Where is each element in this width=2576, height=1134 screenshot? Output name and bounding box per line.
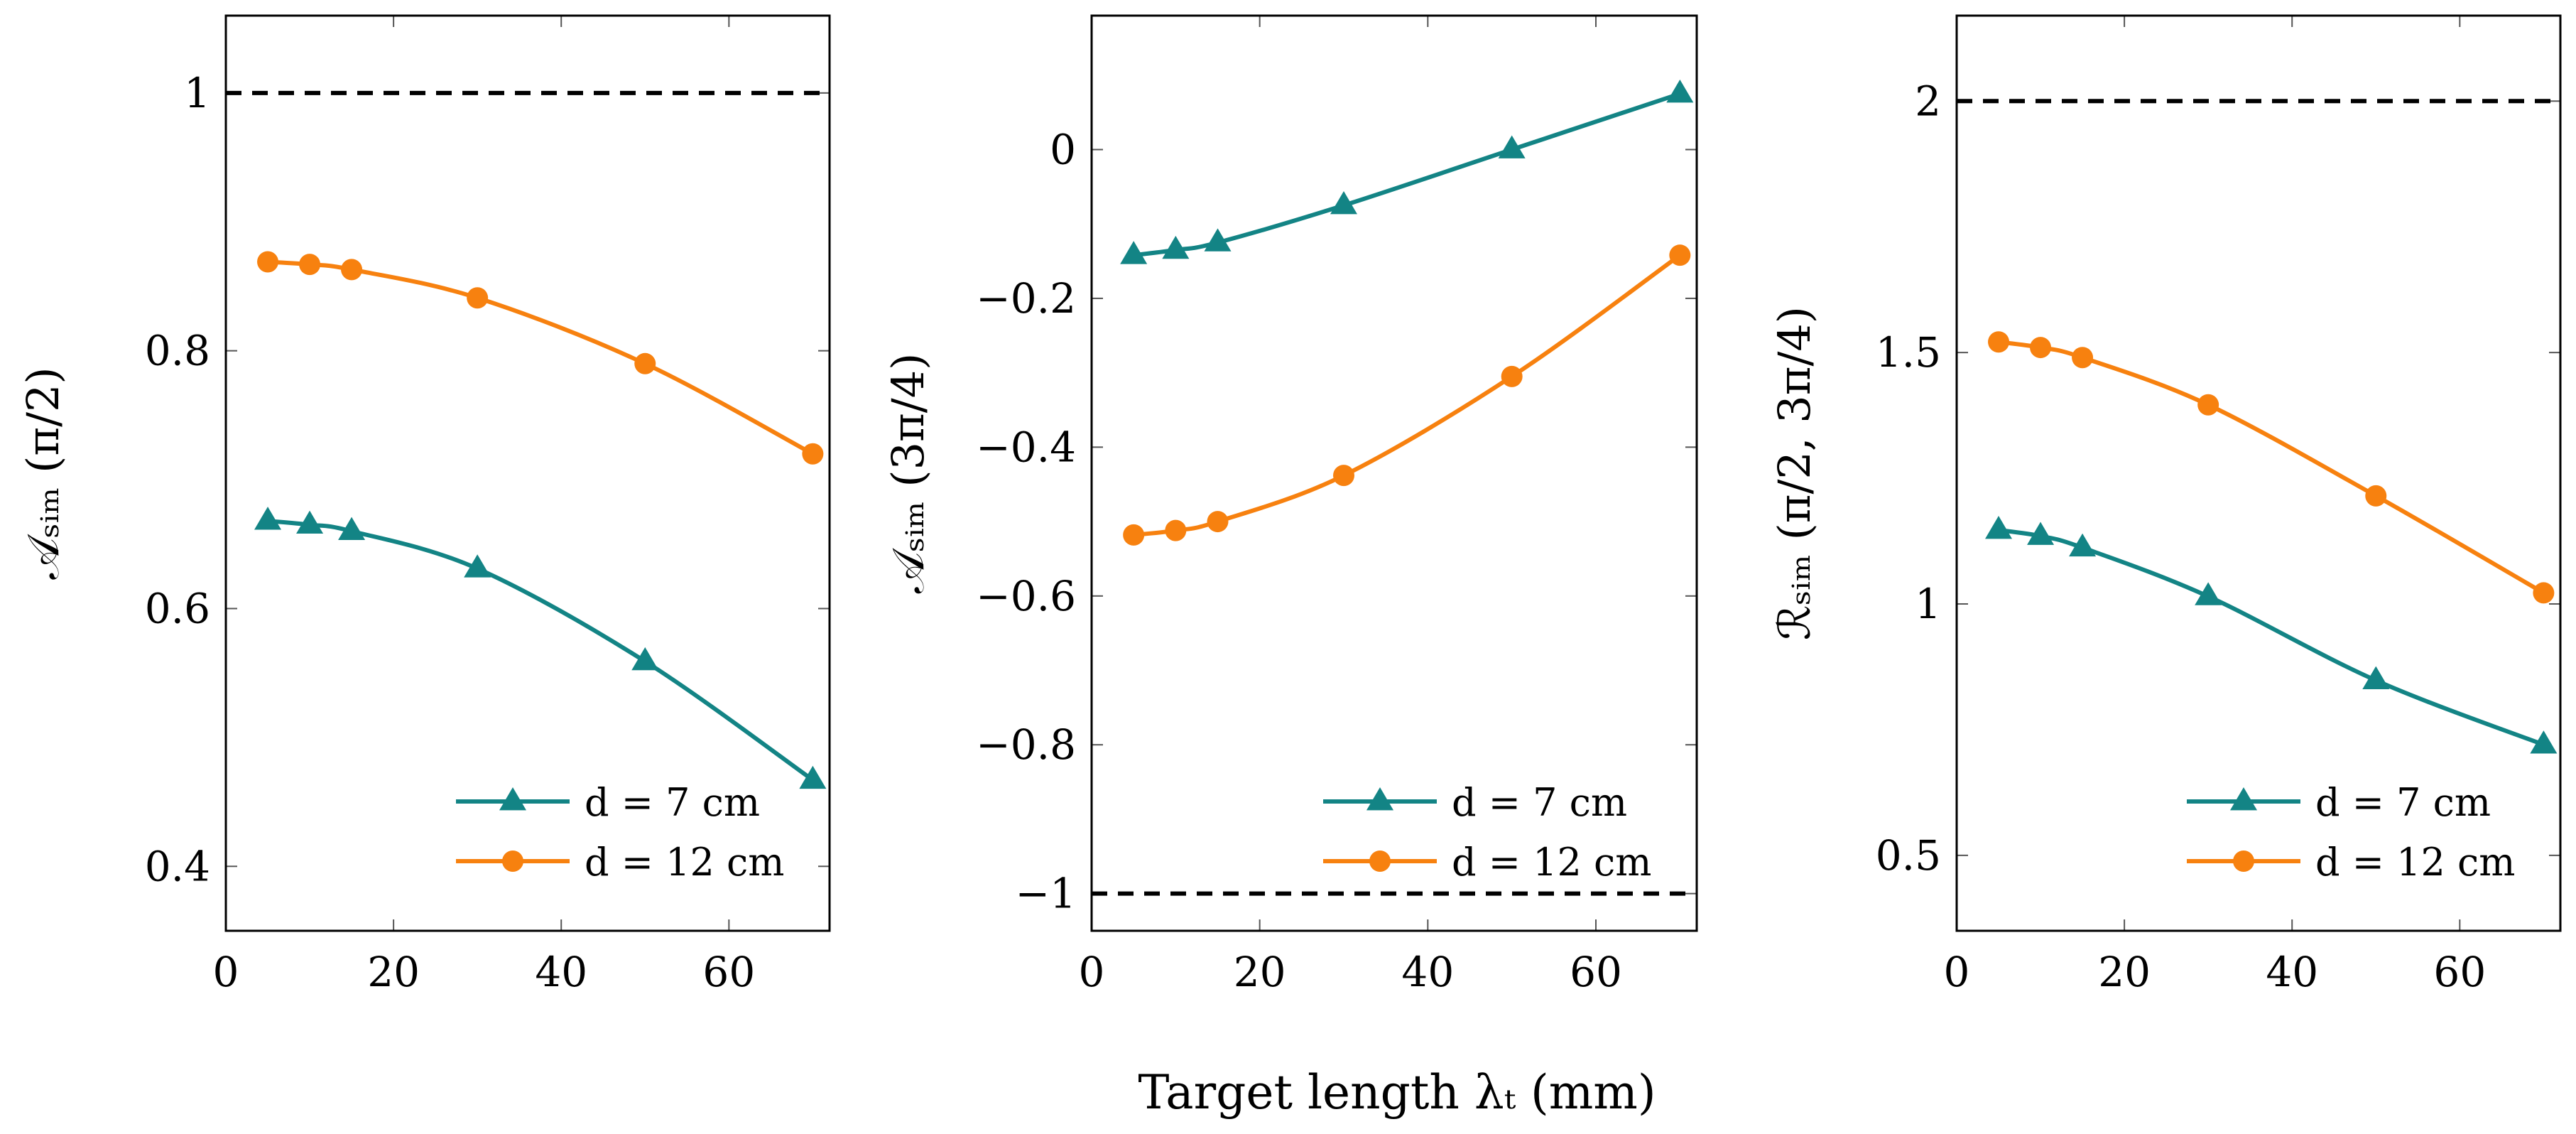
y-tick-label: 1 — [1915, 580, 1941, 628]
x-tick-label: 40 — [2266, 948, 2318, 996]
data-point-circle — [802, 443, 824, 465]
x-tick-label: 40 — [535, 948, 587, 996]
x-tick-label: 20 — [367, 948, 420, 996]
legend-label-d12: d = 12 cm — [2315, 840, 2515, 885]
data-point-circle — [1165, 519, 1187, 541]
x-tick-label: 40 — [1401, 948, 1454, 996]
data-point-circle — [634, 352, 656, 374]
data-point-triangle — [254, 507, 282, 530]
legend-marker-circle — [2233, 850, 2254, 872]
data-point-circle — [2365, 485, 2387, 507]
x-tick-label: 60 — [1570, 948, 1622, 996]
legend-label-d7: d = 7 cm — [585, 780, 760, 825]
x-tick-label: 60 — [702, 948, 755, 996]
y-axis-label: ℛₛᵢₘ (π/2, 3π/4) — [1768, 306, 1820, 640]
series-line-d12 — [1133, 253, 1682, 537]
data-point-circle — [1207, 511, 1229, 533]
y-tick-label: −0.4 — [976, 423, 1076, 471]
data-point-triangle — [464, 554, 491, 578]
data-point-circle — [299, 254, 321, 276]
series-line-d7 — [267, 519, 815, 782]
data-point-triangle — [1498, 135, 1526, 158]
y-axis-label: 𝒜ₛᵢₘ (3π/4) — [882, 353, 934, 594]
legend-label-d12: d = 12 cm — [585, 840, 784, 885]
data-point-circle — [2533, 582, 2555, 604]
legend-label-d12: d = 12 cm — [1452, 840, 1651, 885]
data-point-triangle — [1120, 241, 1148, 264]
chart-panel-2: 0 20 40 60 −1 −0.8 −0.6 −0.4 −0.2 0 𝒜ₛᵢₘ (3π/4) d =… — [882, 14, 1698, 996]
legend-label-d7: d = 7 cm — [2315, 780, 2491, 825]
y-tick-label: −0.6 — [976, 572, 1076, 620]
y-tick-label: −1 — [1016, 870, 1077, 918]
y-tick-label: 0.5 — [1876, 831, 1941, 880]
series-line-d7 — [1998, 527, 2545, 747]
legend-marker-triangle — [1366, 787, 1393, 811]
x-tick-label: 20 — [2098, 948, 2151, 996]
data-point-circle — [1501, 365, 1523, 387]
data-point-triangle — [1162, 235, 1190, 259]
x-tick-label: 0 — [1079, 948, 1105, 996]
y-axis-label: 𝒜ₛᵢₘ (π/2) — [17, 367, 69, 579]
data-point-circle — [1123, 524, 1145, 546]
axes-frame — [1090, 14, 1698, 932]
x-tick-label: 0 — [1944, 948, 1970, 996]
series-line-d12 — [267, 259, 814, 456]
data-point-triangle — [1204, 228, 1232, 252]
y-tick-label: 0.6 — [145, 584, 210, 632]
data-point-circle — [467, 287, 489, 309]
data-point-circle — [1669, 244, 1691, 266]
axes-frame — [224, 14, 831, 932]
legend-marker-triangle — [2230, 787, 2257, 811]
data-point-triangle — [2027, 522, 2055, 545]
x-tick-label: 0 — [213, 948, 239, 996]
data-point-triangle — [338, 517, 366, 541]
data-point-triangle — [296, 510, 324, 534]
y-tick-label: 0.8 — [145, 327, 210, 375]
y-tick-label: −0.2 — [976, 274, 1076, 323]
y-tick-label: 1 — [184, 69, 210, 117]
data-point-circle — [1333, 465, 1354, 487]
y-tick-label: 2 — [1915, 77, 1941, 125]
legend-label-d7: d = 7 cm — [1452, 780, 1627, 825]
data-point-triangle — [2362, 666, 2390, 689]
chart-panel-1: 0 20 40 60 0.4 0.6 0.8 1 𝒜ₛᵢₘ (π/2) d = 7 cm d = 1… — [17, 14, 831, 996]
legend-marker-circle — [502, 850, 523, 872]
legend-marker-circle — [1369, 850, 1391, 872]
data-point-triangle — [1330, 191, 1357, 215]
data-point-circle — [2197, 394, 2219, 416]
data-point-triangle — [2195, 582, 2222, 605]
data-point-triangle — [1985, 515, 2013, 539]
series-line-d7 — [1133, 92, 1681, 258]
data-point-circle — [341, 259, 363, 281]
axes-frame — [1955, 14, 2562, 932]
y-tick-label: 1.5 — [1876, 328, 1941, 377]
y-tick-label: 0 — [1050, 125, 1076, 173]
data-point-circle — [257, 251, 279, 273]
data-point-triangle — [799, 765, 827, 789]
x-tick-label: 60 — [2433, 948, 2486, 996]
data-point-triangle — [2069, 533, 2097, 557]
data-point-circle — [2030, 337, 2052, 359]
data-point-triangle — [631, 647, 659, 671]
y-tick-label: −0.8 — [976, 720, 1076, 769]
legend-marker-triangle — [499, 787, 526, 811]
y-tick-label: 0.4 — [145, 842, 210, 890]
chart-panel-3: 0 20 40 60 0.5 1 1.5 2 ℛₛᵢₘ (π/2, 3π/4) d = 7 cm d… — [1768, 14, 2562, 996]
x-tick-label: 20 — [1234, 948, 1286, 996]
data-point-triangle — [1666, 79, 1694, 103]
x-axis-label: Target length λₜ (mm) — [1138, 1065, 1656, 1120]
data-point-circle — [2072, 347, 2094, 369]
data-point-triangle — [2530, 730, 2558, 754]
data-point-circle — [1988, 331, 2010, 353]
